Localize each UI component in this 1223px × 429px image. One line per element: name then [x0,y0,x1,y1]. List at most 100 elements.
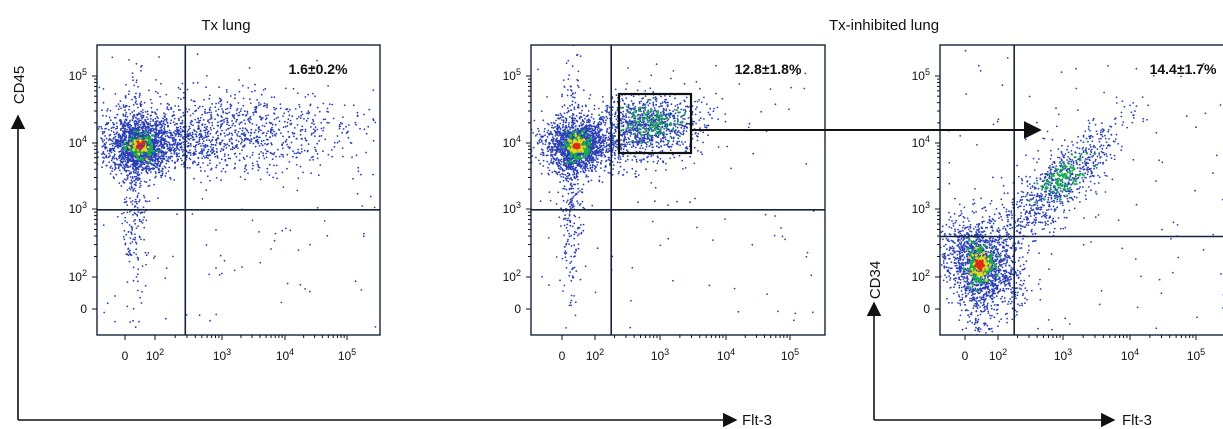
event-dot [125,104,128,107]
event-dot [127,143,130,146]
event-dot [132,266,135,269]
event-dot [542,119,545,122]
event-dot [137,168,140,171]
event-dot [338,123,341,126]
event-dot [200,152,202,155]
event-dot [265,134,267,137]
event-dot [275,132,278,135]
event-dot [284,141,287,143]
event-dot [248,67,251,69]
event-dot [144,152,147,154]
event-dot [339,125,341,128]
event-dot [595,134,598,137]
event-dot [237,140,240,143]
event-dot [135,177,138,180]
event-dot [161,151,164,154]
event-dot [258,153,260,156]
event-dot [372,118,375,120]
event-dot [255,111,258,114]
event-dot [254,106,256,109]
event-dot [273,96,276,98]
event-dot [140,302,143,304]
event-dot [331,103,334,106]
event-dot [122,127,125,129]
event-dot [103,131,106,134]
event-dot [357,170,360,173]
event-dot [236,133,239,135]
event-dot [129,151,132,154]
event-dot [222,111,225,114]
event-dot [188,108,191,111]
event-dot [600,153,603,155]
event-dot [119,134,122,137]
event-dot [216,130,219,133]
event-dot [228,138,231,141]
event-dot [552,142,554,145]
event-dot [135,276,138,278]
event-dot [326,107,329,110]
event-dot [549,133,552,135]
event-dot [561,105,564,108]
event-dot [141,109,144,111]
event-dot [125,200,128,203]
event-dot [190,99,193,101]
event-dot [117,167,120,170]
event-dot [102,88,105,90]
event-dot [580,167,582,169]
event-dot [202,140,205,143]
event-dot [129,142,133,146]
event-dot [199,130,202,133]
event-dot [134,101,137,104]
event-dot [216,154,219,157]
event-dot [243,131,246,134]
event-dot [415,87,417,89]
event-dot [139,182,141,185]
event-dot [592,146,595,149]
event-dot [144,127,147,130]
event-dot [409,137,411,139]
event-dot [595,157,598,159]
event-dot [624,160,627,163]
event-dot [134,123,137,126]
event-dot [156,120,159,122]
event-dot [132,104,135,106]
event-dot [324,118,327,121]
event-dot [216,124,219,127]
event-dot [552,161,554,164]
event-dot [220,115,223,117]
event-dot [113,116,116,119]
event-dot [296,92,299,95]
event-dot [320,127,323,130]
event-dot [156,158,159,161]
event-dot [599,139,602,141]
event-dot [53,130,55,132]
event-dot [214,118,216,120]
event-dot [134,201,137,203]
event-dot [150,139,153,142]
event-dot [121,136,123,138]
event-dot [195,141,198,144]
event-dot [194,148,197,151]
event-dot [121,146,124,149]
event-dot [274,123,277,126]
title-tx-lung: Tx lung [201,17,250,34]
event-dot [314,114,316,117]
event-dot [149,142,153,146]
event-dot [174,147,176,150]
event-dot [161,172,164,175]
event-dot [312,155,314,158]
event-dot [201,142,204,145]
event-dot [138,125,140,128]
event-dot [555,142,557,145]
event-dot [131,72,134,74]
event-dot [229,107,232,110]
event-dot [94,143,96,145]
event-dot [595,137,597,140]
event-dot [225,147,228,149]
event-dot [181,159,183,162]
event-dot [218,274,221,276]
event-dot [197,128,200,131]
event-dot [134,218,137,221]
event-dot [139,296,142,299]
event-dot [120,141,122,144]
